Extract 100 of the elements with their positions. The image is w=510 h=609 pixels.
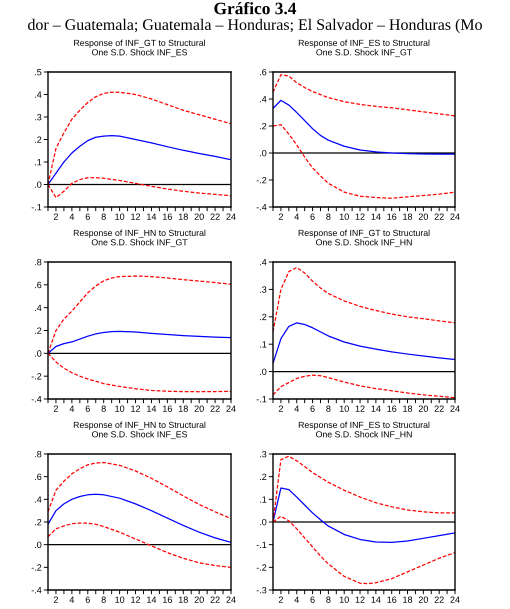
y-tick-label: .1 <box>260 496 266 503</box>
x-tick-label: 8 <box>102 405 106 412</box>
x-tick-label: 18 <box>403 213 412 220</box>
x-tick-label: 10 <box>115 596 124 603</box>
x-tick-label: 4 <box>70 406 74 412</box>
x-tick-label: 12 <box>131 405 140 412</box>
x-tick-label: 12 <box>356 405 365 412</box>
chart-title: Response of INF_ES to Structural One S.D. Shock INF_HN <box>298 422 430 440</box>
x-tick-label: 22 <box>210 405 220 412</box>
y-tick-label: .4 <box>260 96 266 102</box>
x-tick-label: 22 <box>434 596 444 603</box>
y-tick-label: .3 <box>260 450 266 458</box>
y-tick-label: .5 <box>35 69 42 76</box>
x-tick-label: 4 <box>294 596 299 603</box>
chart-title: Response of INF_ES to Structural One S.D. Shock INF_GT <box>298 40 430 58</box>
x-tick-label: 22 <box>210 596 220 603</box>
line-series <box>273 266 455 332</box>
x-tick-label: 2 <box>278 213 283 220</box>
x-tick-label: 12 <box>356 596 365 603</box>
x-tick-label: 10 <box>340 405 349 412</box>
y-tick-label: .8 <box>35 258 42 266</box>
x-tick-label: 6 <box>86 213 90 220</box>
x-tick-label: 14 <box>147 596 156 603</box>
x-tick-label: 12 <box>356 213 365 220</box>
x-tick-label: 24 <box>450 213 460 220</box>
x-tick-label: 6 <box>86 405 90 412</box>
y-tick-label: .2 <box>35 327 42 334</box>
x-tick-label: 20 <box>418 596 428 603</box>
chart-title: Response of INF_HN to Structural One S.D. Shock INF_ES <box>74 422 206 440</box>
y-tick-label: -.3 <box>256 586 266 594</box>
y-tick-label: -.1 <box>256 396 266 402</box>
x-tick-label: 24 <box>226 405 236 412</box>
line-series <box>273 322 455 364</box>
y-tick-label: -.2 <box>256 564 266 571</box>
y-tick-label: .4 <box>260 259 266 266</box>
y-tick-label: .1 <box>260 341 266 348</box>
x-tick-label: 18 <box>403 596 412 603</box>
x-tick-label: 2 <box>54 596 58 603</box>
y-tick-label: -.2 <box>32 373 42 380</box>
x-tick-label: 18 <box>403 405 412 412</box>
x-tick-label: 8 <box>102 213 106 220</box>
x-tick-label: 2 <box>54 213 58 220</box>
x-tick-label: 8 <box>326 596 331 603</box>
x-tick-label: 14 <box>147 406 156 412</box>
x-tick-label: 2 <box>54 405 58 412</box>
chart-title: Response of INF_GT to Structural One S.D. Shock INF_ES <box>74 40 205 58</box>
y-tick-label: .3 <box>260 286 266 293</box>
y-tick-label: .0 <box>35 181 42 188</box>
y-tick-label: .4 <box>35 92 42 98</box>
x-tick-label: 10 <box>340 596 349 603</box>
y-tick-label: .0 <box>260 518 266 526</box>
y-tick-label: .0 <box>260 150 266 156</box>
x-tick-label: 20 <box>418 213 428 220</box>
x-tick-label: 6 <box>310 596 315 603</box>
x-tick-label: 10 <box>115 405 124 412</box>
y-tick-label: .0 <box>35 350 42 357</box>
x-tick-label: 16 <box>387 405 396 412</box>
text: Gráfico 3.4 <box>214 2 296 14</box>
x-tick-label: 12 <box>131 596 140 603</box>
x-tick-label: 22 <box>434 213 444 220</box>
y-tick-label: .8 <box>35 450 42 458</box>
x-tick-label: 12 <box>131 213 140 220</box>
x-tick-label: 24 <box>450 405 460 412</box>
x-tick-label: 16 <box>387 213 396 220</box>
x-tick-label: 24 <box>226 213 236 220</box>
text: dor – Guatemala; Guatemala – Honduras; El Salvador – Honduras (Mo <box>28 18 482 34</box>
x-tick-label: 18 <box>178 213 188 220</box>
y-tick-label: -.2 <box>256 176 266 184</box>
y-tick-label: .1 <box>35 159 42 166</box>
x-tick-label: 4 <box>294 214 299 220</box>
line-series <box>273 74 455 116</box>
x-tick-label: 2 <box>278 596 283 603</box>
chart-title: Response of INF_HN to Structural One S.D. Shock INF_GT <box>74 230 206 248</box>
y-tick-label: .2 <box>260 122 266 130</box>
x-tick-label: 16 <box>163 405 172 412</box>
y-tick-label: .3 <box>35 114 42 120</box>
x-tick-label: 20 <box>194 405 204 412</box>
x-tick-label: 22 <box>434 405 444 412</box>
y-tick-label: .6 <box>260 68 266 76</box>
x-tick-label: 18 <box>178 405 188 412</box>
x-tick-label: 4 <box>294 406 299 412</box>
x-tick-label: 20 <box>418 405 428 412</box>
x-tick-label: 16 <box>387 596 396 603</box>
x-tick-label: 4 <box>70 214 74 220</box>
x-tick-label: 14 <box>372 406 381 412</box>
x-tick-label: 24 <box>226 596 236 603</box>
x-tick-label: 24 <box>450 596 460 603</box>
x-tick-label: 22 <box>210 213 220 220</box>
y-tick-label: -.4 <box>32 587 42 594</box>
x-tick-label: 14 <box>147 214 156 220</box>
x-tick-label: 20 <box>194 213 204 220</box>
y-tick-label: -.4 <box>32 396 42 402</box>
y-tick-label: .2 <box>260 474 266 480</box>
y-tick-label: -.2 <box>32 564 42 571</box>
x-tick-label: 14 <box>372 596 381 603</box>
x-tick-label: 20 <box>194 596 204 603</box>
line-series <box>48 462 231 520</box>
x-tick-label: 10 <box>340 213 349 220</box>
x-tick-label: 16 <box>163 596 172 603</box>
x-tick-label: 14 <box>372 214 381 220</box>
